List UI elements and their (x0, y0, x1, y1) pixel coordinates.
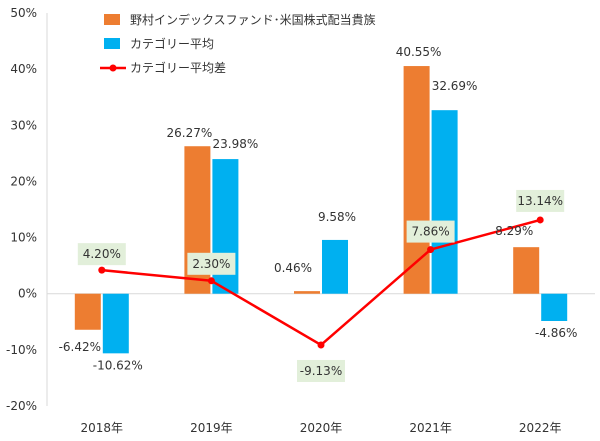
legend-label: カテゴリー平均 (130, 36, 214, 51)
legend-swatch (104, 38, 120, 49)
labels-layer: -6.42% 26.27% 0.46% 40.55% 8.29% -10.62% 23.98… (59, 45, 577, 382)
y-tick-label: 0% (18, 287, 37, 301)
x-tick-label: 2020年 (300, 421, 343, 435)
x-tick-label: 2018年 (81, 421, 124, 435)
legend-label: カテゴリー平均差 (130, 60, 226, 75)
bar (74, 293, 101, 330)
line-label-box (77, 243, 126, 266)
line-layer (98, 216, 544, 349)
line-data-label: 4.20% (83, 247, 121, 261)
line-label-box (406, 220, 455, 243)
bar-data-label: 0.46% (274, 261, 312, 275)
bar (541, 293, 568, 321)
bar-data-label: 32.69% (432, 79, 478, 93)
y-tick-label: -10% (6, 343, 37, 357)
bar (403, 66, 430, 294)
y-tick-label: -20% (6, 399, 37, 413)
bar-data-label: 8.29% (495, 224, 533, 238)
bar-data-label: 40.55% (396, 45, 442, 59)
bar-data-label: 23.98% (213, 137, 259, 151)
axes-layer: -20% -10% 0% 10% 20% 30% 40% 50% 2018年 2019年 2020年… (6, 6, 595, 435)
line-point (536, 216, 544, 224)
line-data-label: -9.13% (300, 364, 342, 378)
line-label-box (187, 252, 236, 275)
x-tick-label: 2019年 (190, 421, 233, 435)
y-tick-label: 10% (10, 231, 37, 245)
line-data-label: 2.30% (192, 257, 230, 271)
line-point (427, 246, 435, 254)
bar (322, 239, 348, 294)
y-tick-label: 30% (10, 118, 37, 132)
bar-data-label: -10.62% (93, 358, 143, 372)
line-point (207, 277, 215, 285)
bar-data-label: -6.42% (59, 340, 101, 354)
bar-data-label: 9.58% (318, 210, 356, 224)
y-tick-label: 50% (10, 6, 37, 20)
legend-marker (109, 64, 117, 72)
y-tick-label: 40% (10, 62, 37, 76)
line-point (317, 341, 325, 349)
bar (431, 110, 458, 294)
line-data-label: 13.14% (517, 194, 563, 208)
bar (513, 247, 540, 294)
legend-label: 野村インデックスファンド･米国株式配当貴族 (130, 12, 376, 27)
legend-swatch (104, 14, 120, 25)
line-series-path (101, 218, 541, 347)
line-data-label: 7.86% (412, 225, 450, 239)
bar (294, 291, 320, 294)
bar (102, 293, 129, 354)
x-tick-label: 2022年 (519, 421, 562, 435)
line-label-box (516, 189, 565, 212)
y-tick-label: 20% (10, 174, 37, 188)
bar-data-label: 26.27% (167, 126, 213, 140)
line-point (98, 266, 106, 274)
line-label-box (297, 359, 345, 382)
bar-data-label: -4.86% (535, 326, 577, 340)
x-tick-label: 2021年 (409, 421, 452, 435)
